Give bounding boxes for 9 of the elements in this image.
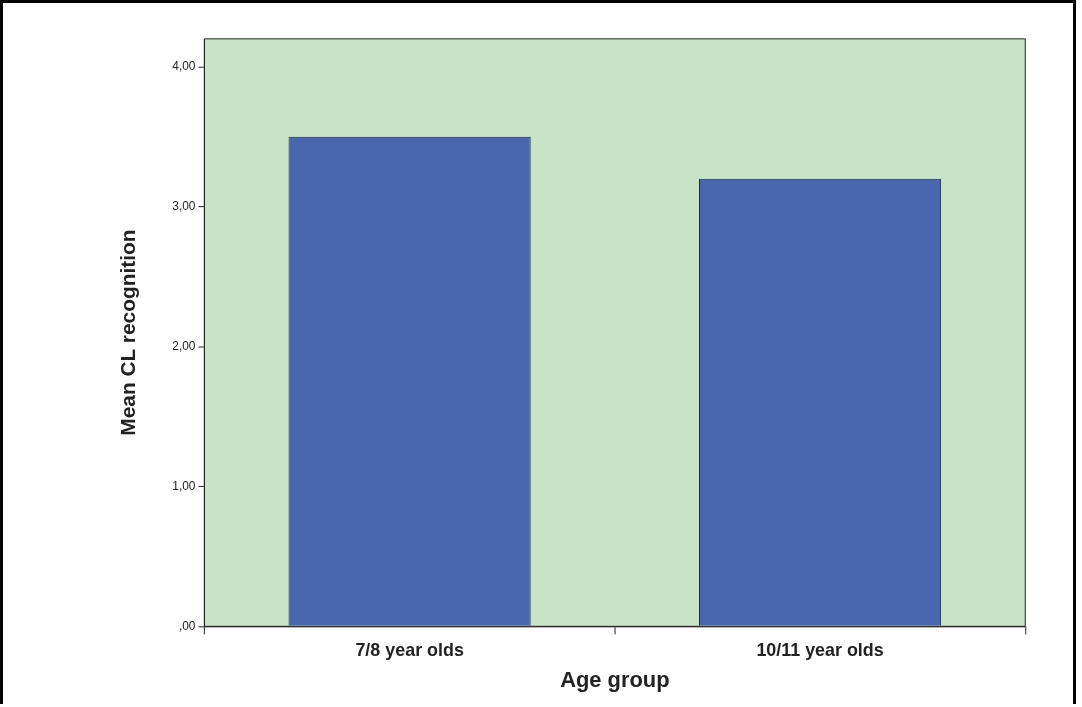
x-axis-title: Age group [560, 666, 670, 692]
y-tick-label: ,00 [178, 618, 196, 633]
y-tick-label: 1,00 [172, 478, 196, 493]
y-axis-title: Mean CL recognition [115, 229, 139, 436]
y-tick-label: 2,00 [172, 338, 196, 353]
x-tick-label: 10/11 year olds [756, 639, 884, 660]
y-tick-label: 3,00 [172, 198, 196, 213]
x-tick-label: 7/8 year olds [355, 639, 464, 660]
y-tick-label: 4,00 [172, 59, 196, 74]
